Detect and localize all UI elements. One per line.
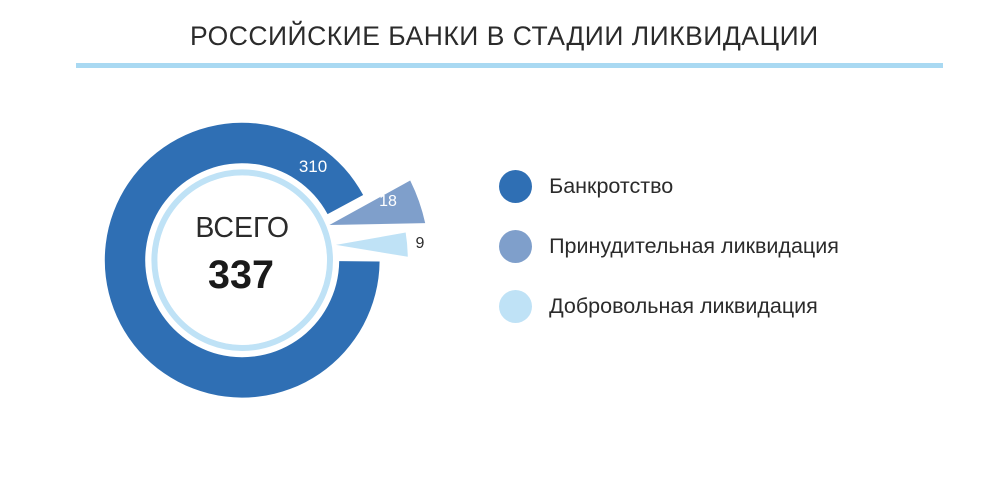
svg-text:18: 18 bbox=[379, 193, 397, 210]
svg-text:ВСЕГО: ВСЕГО bbox=[195, 212, 289, 244]
svg-text:337: 337 bbox=[208, 253, 274, 297]
svg-text:9: 9 bbox=[416, 235, 425, 252]
svg-text:310: 310 bbox=[299, 157, 327, 176]
